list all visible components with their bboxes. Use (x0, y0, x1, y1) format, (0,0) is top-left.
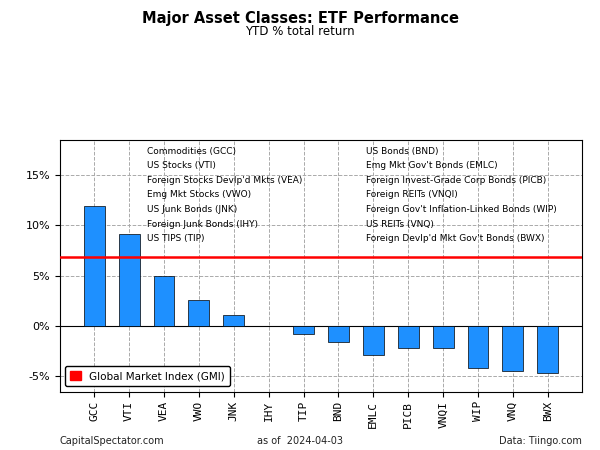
Text: Foreign Gov't Inflation-Linked Bonds (WIP): Foreign Gov't Inflation-Linked Bonds (WI… (367, 205, 557, 214)
Bar (223, 315, 244, 326)
Text: Major Asset Classes: ETF Performance: Major Asset Classes: ETF Performance (142, 11, 458, 26)
Text: Foreign REITs (VNQI): Foreign REITs (VNQI) (367, 190, 458, 199)
Bar (328, 326, 349, 342)
Text: as of  2024-04-03: as of 2024-04-03 (257, 436, 343, 446)
Text: US REITs (VNQ): US REITs (VNQ) (367, 220, 434, 229)
Bar (467, 326, 488, 368)
Text: CapitalSpectator.com: CapitalSpectator.com (60, 436, 164, 446)
Bar (188, 300, 209, 326)
Bar (433, 326, 454, 348)
Bar (398, 326, 419, 348)
Text: Emg Mkt Gov't Bonds (EMLC): Emg Mkt Gov't Bonds (EMLC) (367, 161, 498, 170)
Text: Foreign Junk Bonds (IHY): Foreign Junk Bonds (IHY) (146, 220, 257, 229)
Legend: Global Market Index (GMI): Global Market Index (GMI) (65, 366, 230, 386)
Text: Foreign Stocks Devlp'd Mkts (VEA): Foreign Stocks Devlp'd Mkts (VEA) (146, 176, 302, 185)
Bar (258, 326, 279, 327)
Bar (293, 326, 314, 334)
Text: Data: Tiingo.com: Data: Tiingo.com (499, 436, 582, 446)
Text: US Bonds (BND): US Bonds (BND) (367, 147, 439, 156)
Bar (119, 234, 140, 326)
Text: Emg Mkt Stocks (VWO): Emg Mkt Stocks (VWO) (146, 190, 251, 199)
Bar (502, 326, 523, 371)
Text: Commodities (GCC): Commodities (GCC) (146, 147, 236, 156)
Text: Foreign Devlp'd Mkt Gov't Bonds (BWX): Foreign Devlp'd Mkt Gov't Bonds (BWX) (367, 234, 545, 243)
Bar (154, 275, 175, 326)
Text: US TIPS (TIP): US TIPS (TIP) (146, 234, 204, 243)
Bar (84, 206, 104, 326)
Bar (363, 326, 384, 355)
Bar (538, 326, 558, 374)
Text: YTD % total return: YTD % total return (245, 25, 355, 38)
Text: US Stocks (VTI): US Stocks (VTI) (146, 161, 215, 170)
Text: Foreign Invest-Grade Corp Bonds (PICB): Foreign Invest-Grade Corp Bonds (PICB) (367, 176, 547, 185)
Text: US Junk Bonds (JNK): US Junk Bonds (JNK) (146, 205, 237, 214)
